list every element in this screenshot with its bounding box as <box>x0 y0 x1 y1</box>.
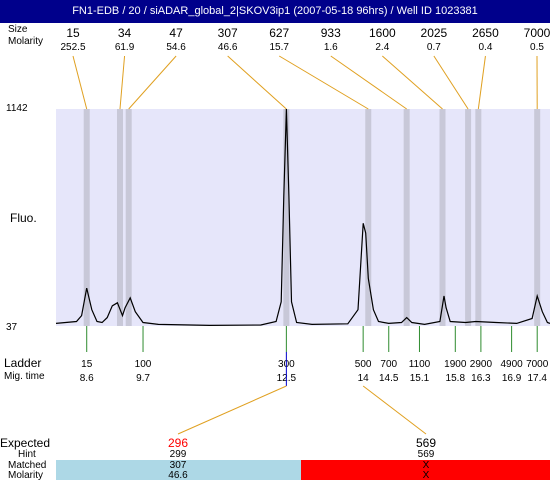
peak-connector-line <box>228 56 287 109</box>
ladder-size-label: 4900 <box>500 359 523 370</box>
peak-size-label: 2650 <box>472 26 499 40</box>
peak-connector-line <box>434 56 468 109</box>
ladder-size-label: 100 <box>135 359 152 370</box>
expected-connector-line <box>178 386 286 434</box>
peak-molarity-label: 61.9 <box>115 42 135 53</box>
peak-molarity-label: 54.6 <box>166 42 186 53</box>
peak-band <box>84 109 90 326</box>
peak-connector-line <box>331 56 407 109</box>
peak-size-label: 15 <box>66 26 80 40</box>
peak-molarity-label: 2.4 <box>375 42 389 53</box>
peak-molarity-label: 252.5 <box>60 42 85 53</box>
ladder-time-label: 14.5 <box>379 373 399 384</box>
peak-connector-line <box>279 56 368 109</box>
ladder-size-label: 1100 <box>409 359 431 370</box>
peak-molarity-label: 0.4 <box>478 42 492 53</box>
peak-size-label: 933 <box>321 26 341 40</box>
peak-connector-line <box>382 56 442 109</box>
peak-band <box>126 109 132 326</box>
ladder-size-label: 500 <box>355 359 372 370</box>
ladder-time-label: 16.9 <box>502 373 522 384</box>
ladder-time-label: 15.8 <box>446 373 466 384</box>
peak-size-label: 34 <box>118 26 132 40</box>
peak-band <box>117 109 123 326</box>
peak-size-label: 7000 <box>524 26 550 40</box>
ladder-time-label: 16.3 <box>471 373 491 384</box>
ladder-size-label: 700 <box>380 359 397 370</box>
peak-molarity-label: 46.6 <box>218 42 238 53</box>
peak-molarity-label: 0.7 <box>427 42 441 53</box>
peak-band <box>534 109 540 326</box>
expected-connector-line <box>363 386 426 434</box>
ladder-size-label: 1900 <box>444 359 467 370</box>
peak-molarity-label: 15.7 <box>269 42 289 53</box>
peak-molarity-label: 1.6 <box>324 42 338 53</box>
ladder-size-label: 2900 <box>470 359 493 370</box>
peak-size-label: 2025 <box>421 26 448 40</box>
peak-band <box>439 109 445 326</box>
peak-size-label: 307 <box>218 26 238 40</box>
ladder-time-label: 9.7 <box>136 373 150 384</box>
peak-size-label: 627 <box>269 26 289 40</box>
peak-size-label: 47 <box>169 26 183 40</box>
peak-molarity-label: 0.5 <box>530 42 544 53</box>
ladder-time-label: 15.1 <box>410 373 430 384</box>
ladder-time-label: 17.4 <box>527 373 547 384</box>
ladder-size-label: 7000 <box>526 359 549 370</box>
peak-size-label: 1600 <box>369 26 396 40</box>
peak-connector-line <box>129 56 176 109</box>
ladder-time-label: 8.6 <box>80 373 94 384</box>
peak-connector-line <box>120 56 125 109</box>
peak-band <box>475 109 481 326</box>
peak-band <box>283 109 289 326</box>
ladder-time-label: 14 <box>358 373 370 384</box>
ladder-size-label: 15 <box>81 359 93 370</box>
peak-band <box>465 109 471 326</box>
peak-connector-line <box>478 56 485 109</box>
peak-connector-line <box>73 56 87 109</box>
peak-band <box>404 109 410 326</box>
